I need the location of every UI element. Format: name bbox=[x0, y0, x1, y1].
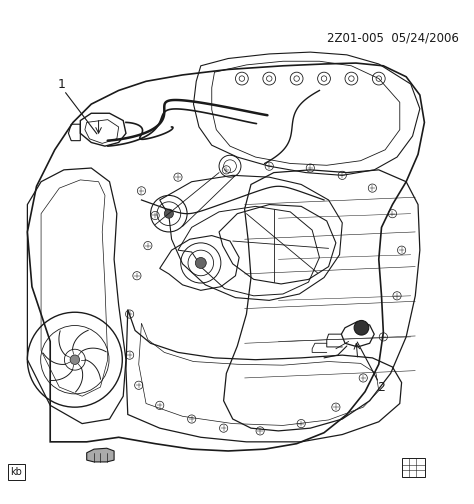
Bar bbox=[401, 458, 425, 476]
Text: 1: 1 bbox=[58, 78, 66, 91]
Text: 2: 2 bbox=[378, 381, 385, 394]
Text: kb: kb bbox=[10, 467, 22, 477]
Circle shape bbox=[70, 355, 80, 364]
Polygon shape bbox=[87, 448, 114, 462]
Text: 2Z01-005  05/24/2006: 2Z01-005 05/24/2006 bbox=[327, 31, 459, 44]
Circle shape bbox=[164, 209, 173, 218]
Circle shape bbox=[354, 321, 369, 335]
Circle shape bbox=[195, 258, 206, 269]
